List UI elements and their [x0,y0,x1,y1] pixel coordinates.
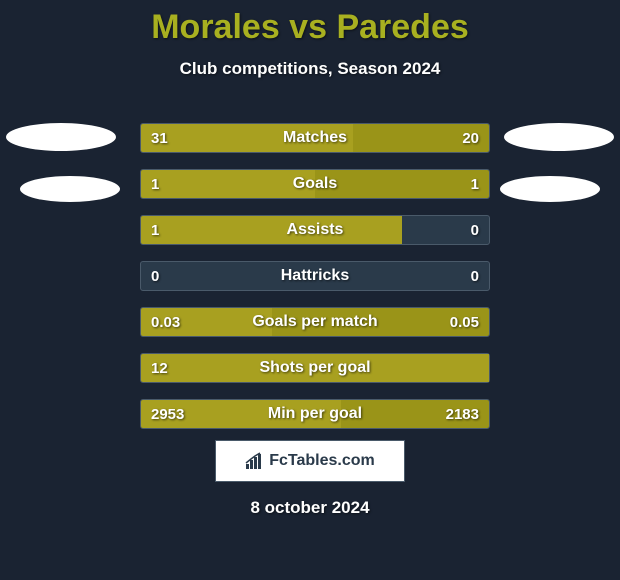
stat-bar-row: 0.030.05Goals per match [140,307,490,337]
stat-value-right: 2183 [446,400,479,428]
comparison-date: 8 october 2024 [0,498,620,518]
stat-bar-left [141,216,402,244]
stat-value-right: 0 [471,216,479,244]
stat-value-left: 2953 [151,400,184,428]
comparison-title: Morales vs Paredes [0,0,620,47]
stat-bar-row: 29532183Min per goal [140,399,490,429]
stat-value-right: 0.05 [450,308,479,336]
chart-icon [245,452,263,470]
player-right-avatar-1 [504,123,614,151]
stat-value-left: 31 [151,124,168,152]
stat-bar-left [141,354,489,382]
stat-value-right: 1 [471,170,479,198]
stat-value-right: 20 [462,124,479,152]
stat-value-left: 0 [151,262,159,290]
watermark-badge: FcTables.com [215,440,405,482]
stat-value-left: 1 [151,216,159,244]
stat-value-left: 0.03 [151,308,180,336]
comparison-subtitle: Club competitions, Season 2024 [0,59,620,79]
stats-bars: 3120Matches11Goals10Assists00Hattricks0.… [140,123,490,445]
stat-value-left: 1 [151,170,159,198]
stat-bar-row: 11Goals [140,169,490,199]
stat-bar-right [315,170,489,198]
player-left-avatar-2 [20,176,120,202]
stat-value-right: 0 [471,262,479,290]
stat-bar-row: 12Shots per goal [140,353,490,383]
watermark-text: FcTables.com [269,452,375,470]
stat-label: Hattricks [141,262,489,290]
player-left-avatar-1 [6,123,116,151]
stat-bar-row: 0 0Hattricks [140,261,490,291]
stat-bar-row: 10Assists [140,215,490,245]
player-right-avatar-2 [500,176,600,202]
stat-value-left: 12 [151,354,168,382]
stat-bar-left [141,124,353,152]
stat-bar-row: 3120Matches [140,123,490,153]
stat-bar-left [141,170,315,198]
